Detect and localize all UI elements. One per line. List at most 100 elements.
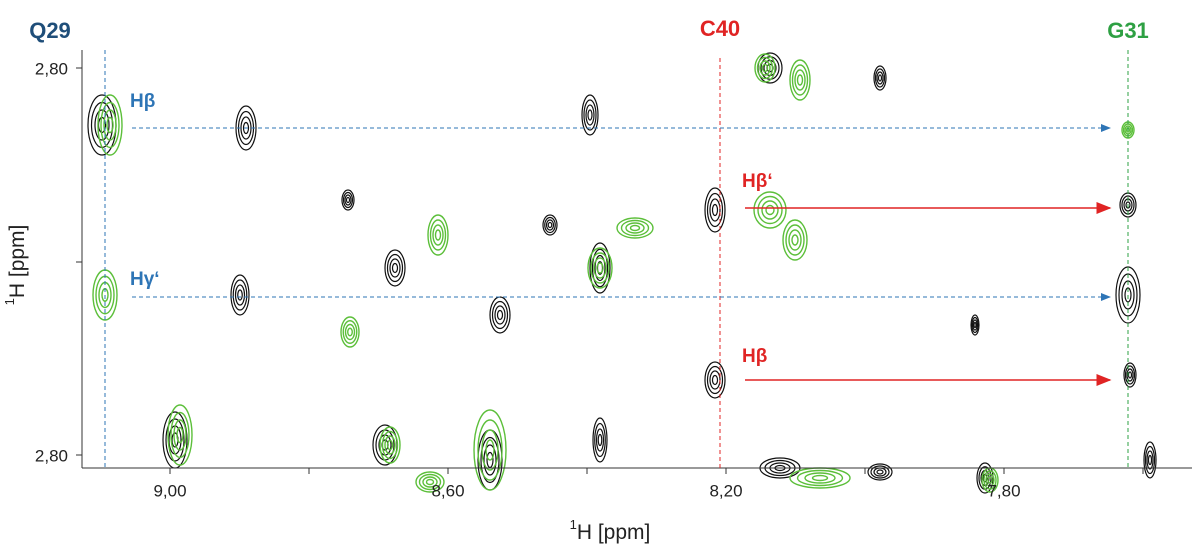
contour xyxy=(1126,368,1134,382)
contour xyxy=(491,300,509,330)
contour xyxy=(545,219,555,231)
contour xyxy=(811,474,829,482)
contour xyxy=(873,467,887,477)
contour xyxy=(782,219,808,261)
peak xyxy=(789,59,811,101)
contour xyxy=(237,289,243,301)
x-tick-label: 8,60 xyxy=(431,481,464,500)
contour xyxy=(706,192,724,228)
peak xyxy=(592,417,608,463)
contour xyxy=(100,101,120,149)
contour xyxy=(344,323,356,341)
contour xyxy=(589,242,611,294)
contour xyxy=(542,214,558,236)
contour xyxy=(753,191,787,229)
peak xyxy=(1143,441,1157,479)
contour xyxy=(791,64,809,96)
y-axis-title: 1H [ppm] xyxy=(2,225,29,306)
peak xyxy=(789,467,851,489)
contour xyxy=(711,374,719,386)
contour xyxy=(756,56,774,80)
peak xyxy=(587,247,613,289)
contour xyxy=(704,361,726,399)
contour xyxy=(597,433,603,447)
contour xyxy=(1123,362,1137,388)
contour xyxy=(585,104,595,126)
peak xyxy=(489,296,511,334)
contour xyxy=(983,470,997,490)
peak xyxy=(97,94,123,156)
y-tick-label: 2,80 xyxy=(35,446,68,465)
peak xyxy=(704,187,726,233)
peak xyxy=(341,189,355,211)
contour xyxy=(494,305,506,325)
y-tick-label: 2,80 xyxy=(35,59,68,78)
contour xyxy=(796,74,804,86)
peak xyxy=(542,214,558,236)
contour xyxy=(625,222,645,234)
contour xyxy=(985,473,995,487)
contour xyxy=(594,254,606,282)
contour xyxy=(804,472,836,484)
contour xyxy=(242,121,250,135)
contour xyxy=(167,404,193,466)
contour xyxy=(587,247,613,289)
contour xyxy=(389,258,401,278)
contour xyxy=(616,217,654,239)
contour xyxy=(347,327,353,337)
contour xyxy=(757,195,783,225)
contour xyxy=(434,229,442,241)
contour xyxy=(761,200,779,220)
contour xyxy=(873,65,887,91)
contour xyxy=(791,234,799,246)
contour xyxy=(483,444,497,476)
contour xyxy=(867,463,893,481)
contour xyxy=(620,219,650,237)
peak xyxy=(616,217,654,239)
contour xyxy=(629,224,641,232)
contour xyxy=(759,60,771,76)
contour xyxy=(1143,441,1157,479)
peak xyxy=(230,274,250,316)
contour xyxy=(94,109,110,141)
residue-label: G31 xyxy=(1107,18,1149,43)
contour xyxy=(972,319,978,331)
contour xyxy=(970,314,980,336)
superscript: 1 xyxy=(570,517,577,532)
x-ticks xyxy=(169,468,1144,474)
contour xyxy=(1127,371,1133,379)
peak xyxy=(754,53,776,83)
contour xyxy=(595,428,605,452)
contour xyxy=(1125,201,1131,209)
contour xyxy=(106,116,114,134)
contour xyxy=(103,109,117,141)
contour xyxy=(765,204,775,216)
contour xyxy=(422,476,438,488)
peak xyxy=(384,249,406,287)
contour xyxy=(97,94,123,156)
annotation: Hβ xyxy=(742,346,767,367)
peak xyxy=(753,191,787,229)
peak xyxy=(473,409,507,491)
contour xyxy=(235,105,257,151)
contour xyxy=(165,418,185,462)
contour xyxy=(432,224,444,246)
contour xyxy=(415,471,445,493)
contour xyxy=(594,422,606,458)
contour xyxy=(590,252,610,284)
contour xyxy=(704,187,726,233)
contour xyxy=(709,370,721,390)
contour xyxy=(340,316,360,348)
peak xyxy=(427,214,449,256)
peak xyxy=(782,219,808,261)
peaks xyxy=(87,52,1157,494)
peak xyxy=(704,361,726,399)
x-tick-label: 8,20 xyxy=(709,481,742,500)
contour xyxy=(877,74,883,82)
annotation: Hγ‘ xyxy=(130,269,160,290)
contour xyxy=(342,191,354,209)
contour xyxy=(1146,450,1154,470)
contour xyxy=(429,219,447,251)
peak xyxy=(379,426,401,464)
contour xyxy=(425,478,435,486)
